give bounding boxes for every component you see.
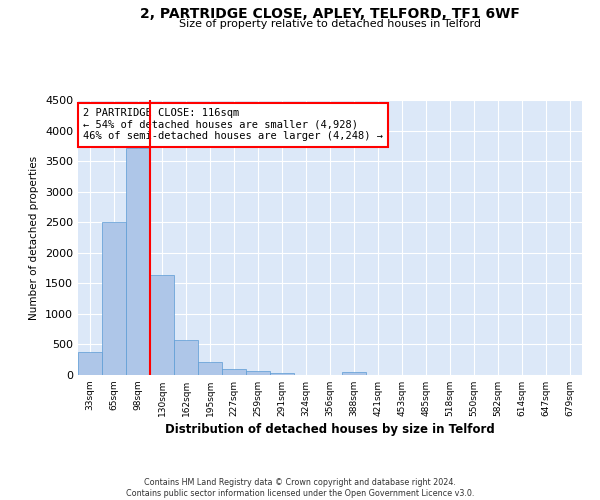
Text: 2, PARTRIDGE CLOSE, APLEY, TELFORD, TF1 6WF: 2, PARTRIDGE CLOSE, APLEY, TELFORD, TF1 … bbox=[140, 8, 520, 22]
Bar bbox=[174, 340, 198, 375]
Bar bbox=[150, 276, 174, 375]
Text: Contains HM Land Registry data © Crown copyright and database right 2024.
Contai: Contains HM Land Registry data © Crown c… bbox=[126, 478, 474, 498]
Bar bbox=[342, 372, 366, 375]
Bar bbox=[222, 368, 246, 375]
Bar bbox=[270, 373, 294, 375]
Text: Size of property relative to detached houses in Telford: Size of property relative to detached ho… bbox=[179, 19, 481, 29]
Text: Distribution of detached houses by size in Telford: Distribution of detached houses by size … bbox=[165, 422, 495, 436]
Bar bbox=[78, 352, 102, 375]
Bar bbox=[126, 148, 150, 375]
Y-axis label: Number of detached properties: Number of detached properties bbox=[29, 156, 40, 320]
Bar bbox=[246, 372, 270, 375]
Bar bbox=[102, 222, 126, 375]
Text: 2 PARTRIDGE CLOSE: 116sqm
← 54% of detached houses are smaller (4,928)
46% of se: 2 PARTRIDGE CLOSE: 116sqm ← 54% of detac… bbox=[83, 108, 383, 142]
Bar bbox=[198, 362, 222, 375]
